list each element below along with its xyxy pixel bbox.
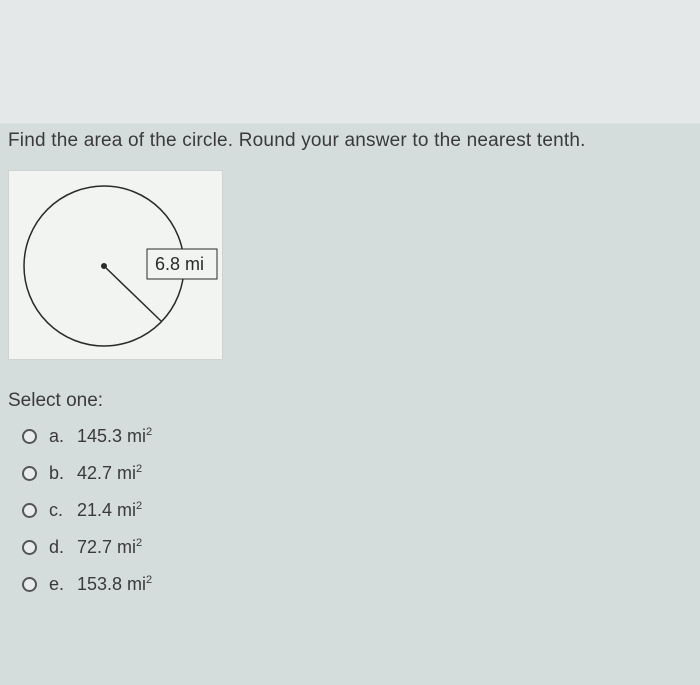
option-unit-sup: 2 xyxy=(136,500,142,512)
radius-label-text: 6.8 mi xyxy=(155,254,204,274)
center-dot xyxy=(101,263,107,269)
option-value-text: 72.7 mi xyxy=(77,537,136,557)
radio-icon xyxy=(22,540,37,555)
option-unit-sup: 2 xyxy=(146,426,152,438)
option-d[interactable]: d. 72.7 mi2 xyxy=(22,537,700,558)
question-prompt: Find the area of the circle. Round your … xyxy=(8,130,700,152)
option-value: 145.3 mi2 xyxy=(77,426,152,447)
circle-diagram: 6.8 mi xyxy=(9,171,224,361)
option-letter: a. xyxy=(49,426,77,447)
option-letter: c. xyxy=(49,500,77,521)
option-letter: d. xyxy=(49,537,77,558)
option-value: 72.7 mi2 xyxy=(77,537,142,558)
option-value-text: 42.7 mi xyxy=(77,463,136,483)
option-value: 153.8 mi2 xyxy=(77,574,152,595)
option-c[interactable]: c. 21.4 mi2 xyxy=(22,500,700,521)
option-letter: e. xyxy=(49,574,77,595)
radio-icon xyxy=(22,429,37,444)
option-value-text: 21.4 mi xyxy=(77,500,136,520)
option-value-text: 145.3 mi xyxy=(77,426,146,446)
radio-icon xyxy=(22,503,37,518)
question-container: Find the area of the circle. Round your … xyxy=(0,0,700,685)
option-letter: b. xyxy=(49,463,77,484)
option-value-text: 153.8 mi xyxy=(77,574,146,594)
option-unit-sup: 2 xyxy=(136,537,142,549)
option-value: 21.4 mi2 xyxy=(77,500,142,521)
option-unit-sup: 2 xyxy=(136,463,142,475)
option-value: 42.7 mi2 xyxy=(77,463,142,484)
radio-icon xyxy=(22,466,37,481)
circle-figure-box: 6.8 mi xyxy=(8,170,223,360)
option-a[interactable]: a. 145.3 mi2 xyxy=(22,426,700,447)
options-list: a. 145.3 mi2 b. 42.7 mi2 c. 21.4 mi2 d. … xyxy=(8,426,700,595)
option-e[interactable]: e. 153.8 mi2 xyxy=(22,574,700,595)
select-one-label: Select one: xyxy=(8,390,700,412)
radio-icon xyxy=(22,577,37,592)
option-b[interactable]: b. 42.7 mi2 xyxy=(22,463,700,484)
option-unit-sup: 2 xyxy=(146,574,152,586)
